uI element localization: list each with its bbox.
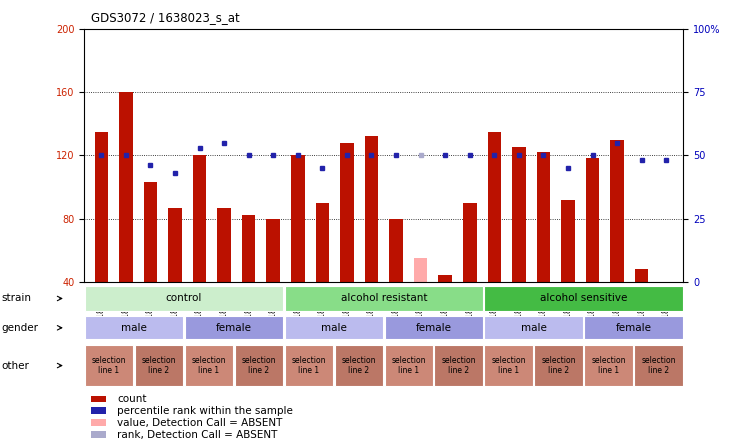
- Text: selection
line 2: selection line 2: [341, 356, 376, 375]
- Bar: [143, 182, 157, 282]
- Bar: [390, 218, 403, 282]
- Bar: [284, 345, 333, 386]
- Text: alcohol resistant: alcohol resistant: [341, 293, 427, 304]
- Text: control: control: [166, 293, 202, 304]
- Bar: [91, 431, 106, 438]
- Text: female: female: [216, 323, 252, 333]
- Text: selection
line 2: selection line 2: [142, 356, 176, 375]
- Bar: [340, 143, 354, 282]
- Bar: [284, 316, 383, 339]
- Bar: [119, 92, 132, 282]
- Bar: [91, 396, 106, 402]
- Text: male: male: [321, 323, 346, 333]
- Bar: [485, 345, 533, 386]
- Text: alcohol sensitive: alcohol sensitive: [540, 293, 627, 304]
- Bar: [217, 207, 231, 282]
- Text: strain: strain: [1, 293, 31, 304]
- Bar: [91, 419, 106, 426]
- Bar: [485, 286, 683, 311]
- Text: value, Detection Call = ABSENT: value, Detection Call = ABSENT: [117, 418, 282, 428]
- Text: male: male: [520, 323, 547, 333]
- Text: female: female: [616, 323, 651, 333]
- Bar: [385, 345, 433, 386]
- Bar: [235, 345, 283, 386]
- Bar: [242, 215, 255, 282]
- Bar: [185, 345, 233, 386]
- Bar: [488, 131, 501, 282]
- Bar: [85, 286, 283, 311]
- Bar: [85, 316, 183, 339]
- Bar: [316, 203, 329, 282]
- Bar: [561, 200, 575, 282]
- Bar: [534, 345, 583, 386]
- Text: selection
line 1: selection line 1: [292, 356, 326, 375]
- Text: selection
line 1: selection line 1: [92, 356, 126, 375]
- Text: other: other: [1, 361, 29, 371]
- Bar: [335, 345, 383, 386]
- Text: percentile rank within the sample: percentile rank within the sample: [117, 406, 293, 416]
- Bar: [94, 131, 108, 282]
- Bar: [267, 218, 280, 282]
- Bar: [414, 258, 428, 282]
- Text: gender: gender: [1, 323, 39, 333]
- Bar: [586, 159, 599, 282]
- Text: selection
line 2: selection line 2: [242, 356, 276, 375]
- Bar: [185, 316, 283, 339]
- Bar: [365, 136, 378, 282]
- Bar: [485, 316, 583, 339]
- Text: selection
line 1: selection line 1: [392, 356, 426, 375]
- Bar: [635, 345, 683, 386]
- Bar: [168, 207, 182, 282]
- Bar: [635, 269, 648, 282]
- Text: GDS3072 / 1638023_s_at: GDS3072 / 1638023_s_at: [91, 12, 240, 24]
- Bar: [610, 139, 624, 282]
- Bar: [439, 275, 452, 282]
- Bar: [91, 407, 106, 414]
- Bar: [584, 345, 633, 386]
- Text: selection
line 1: selection line 1: [591, 356, 626, 375]
- Bar: [85, 345, 133, 386]
- Text: rank, Detection Call = ABSENT: rank, Detection Call = ABSENT: [117, 430, 277, 440]
- Text: selection
line 2: selection line 2: [442, 356, 476, 375]
- Text: count: count: [117, 394, 146, 404]
- Text: selection
line 1: selection line 1: [491, 356, 526, 375]
- Text: selection
line 1: selection line 1: [192, 356, 226, 375]
- Bar: [385, 316, 483, 339]
- Bar: [434, 345, 483, 386]
- Bar: [135, 345, 183, 386]
- Bar: [291, 155, 305, 282]
- Bar: [463, 203, 477, 282]
- Bar: [537, 152, 550, 282]
- Text: male: male: [121, 323, 147, 333]
- Bar: [512, 147, 526, 282]
- Bar: [584, 316, 683, 339]
- Bar: [193, 155, 206, 282]
- Text: selection
line 2: selection line 2: [542, 356, 576, 375]
- Text: female: female: [416, 323, 452, 333]
- Bar: [284, 286, 483, 311]
- Text: selection
line 2: selection line 2: [641, 356, 675, 375]
